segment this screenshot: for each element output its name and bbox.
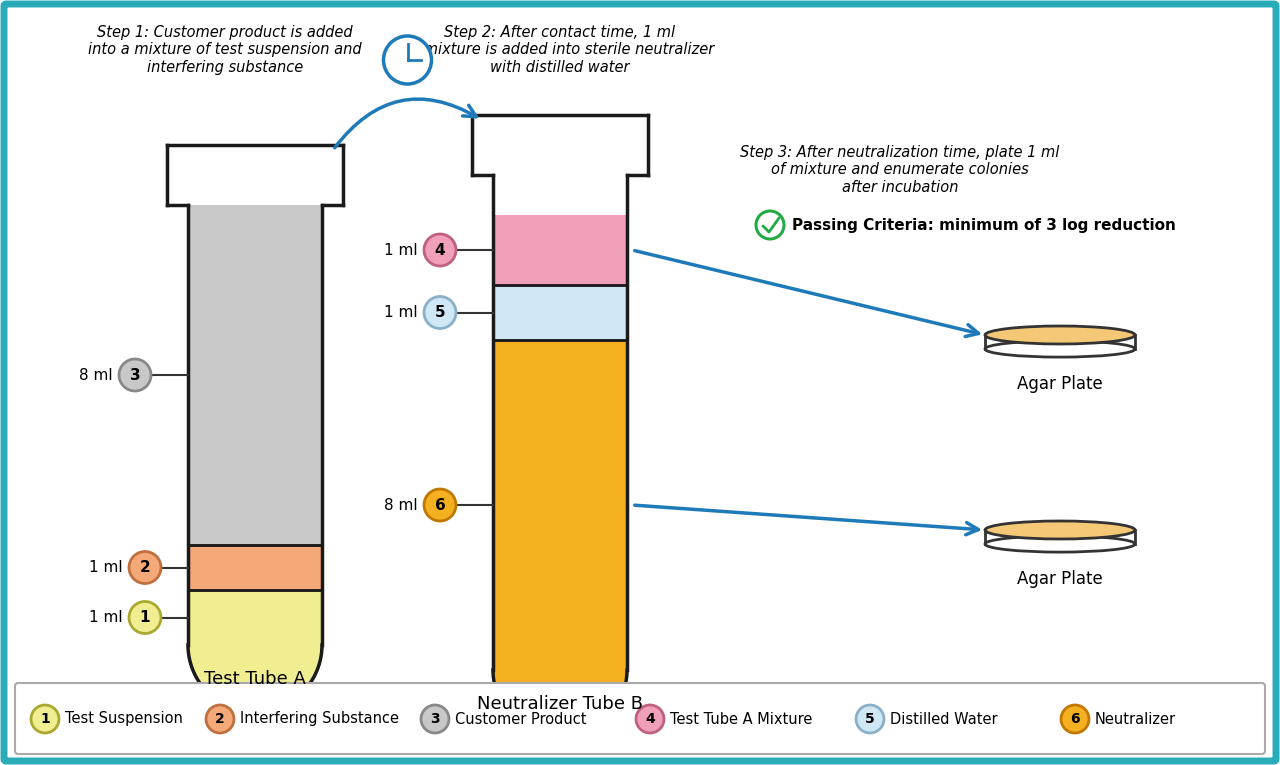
- Ellipse shape: [986, 326, 1135, 344]
- Circle shape: [1061, 705, 1089, 733]
- Text: 4: 4: [645, 712, 655, 726]
- Polygon shape: [493, 285, 627, 340]
- Circle shape: [421, 705, 449, 733]
- Polygon shape: [493, 340, 627, 670]
- Bar: [986, 530, 1135, 544]
- Circle shape: [206, 705, 234, 733]
- Ellipse shape: [986, 341, 1135, 357]
- FancyBboxPatch shape: [4, 4, 1276, 761]
- Circle shape: [384, 36, 431, 84]
- Polygon shape: [493, 670, 627, 737]
- Text: Test Tube A: Test Tube A: [204, 670, 306, 688]
- Text: 2: 2: [215, 712, 225, 726]
- Circle shape: [424, 489, 456, 521]
- Text: 1 ml: 1 ml: [90, 610, 123, 625]
- Text: Customer Product: Customer Product: [454, 711, 586, 727]
- Circle shape: [119, 359, 151, 391]
- Text: 1 ml: 1 ml: [384, 305, 419, 320]
- Text: Passing Criteria: minimum of 3 log reduction: Passing Criteria: minimum of 3 log reduc…: [792, 217, 1176, 233]
- Circle shape: [424, 297, 456, 328]
- Circle shape: [856, 705, 884, 733]
- Text: Test Tube A Mixture: Test Tube A Mixture: [669, 711, 813, 727]
- Bar: [472, 115, 648, 175]
- Text: 5: 5: [865, 712, 874, 726]
- Text: Test Suspension: Test Suspension: [65, 711, 183, 727]
- Text: 4: 4: [435, 243, 445, 258]
- Text: 3: 3: [430, 712, 440, 726]
- Text: 6: 6: [1070, 712, 1080, 726]
- Polygon shape: [188, 205, 323, 545]
- Ellipse shape: [986, 536, 1135, 552]
- Text: 1 ml: 1 ml: [90, 560, 123, 575]
- Circle shape: [424, 234, 456, 266]
- Circle shape: [129, 601, 161, 633]
- Text: Neutralizer Tube B: Neutralizer Tube B: [477, 695, 643, 713]
- Polygon shape: [188, 545, 323, 590]
- Text: Agar Plate: Agar Plate: [1018, 375, 1103, 393]
- Text: 6: 6: [435, 497, 445, 513]
- Text: 8 ml: 8 ml: [79, 367, 113, 382]
- Text: 8 ml: 8 ml: [384, 497, 419, 513]
- Text: Step 2: After contact time, 1 ml
of mixture is added into sterile neutralizer
wi: Step 2: After contact time, 1 ml of mixt…: [406, 25, 714, 75]
- Ellipse shape: [986, 521, 1135, 539]
- FancyBboxPatch shape: [15, 683, 1265, 754]
- Text: 1: 1: [40, 712, 50, 726]
- Polygon shape: [188, 645, 323, 712]
- Polygon shape: [188, 590, 323, 645]
- Text: Distilled Water: Distilled Water: [890, 711, 997, 727]
- Text: 1: 1: [140, 610, 150, 625]
- Circle shape: [129, 552, 161, 584]
- Text: Agar Plate: Agar Plate: [1018, 570, 1103, 588]
- Text: Neutralizer: Neutralizer: [1094, 711, 1176, 727]
- Text: 1 ml: 1 ml: [384, 243, 419, 258]
- Bar: [166, 145, 343, 205]
- Text: Step 3: After neutralization time, plate 1 ml
of mixture and enumerate colonies
: Step 3: After neutralization time, plate…: [740, 145, 1060, 195]
- Circle shape: [636, 705, 664, 733]
- Circle shape: [31, 705, 59, 733]
- Text: Step 1: Customer product is added
into a mixture of test suspension and
interfer: Step 1: Customer product is added into a…: [88, 25, 362, 75]
- Text: 5: 5: [435, 305, 445, 320]
- Text: 3: 3: [129, 367, 141, 382]
- Text: Interfering Substance: Interfering Substance: [241, 711, 399, 727]
- Bar: [986, 335, 1135, 349]
- Bar: [493, 175, 627, 215]
- Circle shape: [756, 211, 783, 239]
- Text: 2: 2: [140, 560, 150, 575]
- Polygon shape: [493, 215, 627, 285]
